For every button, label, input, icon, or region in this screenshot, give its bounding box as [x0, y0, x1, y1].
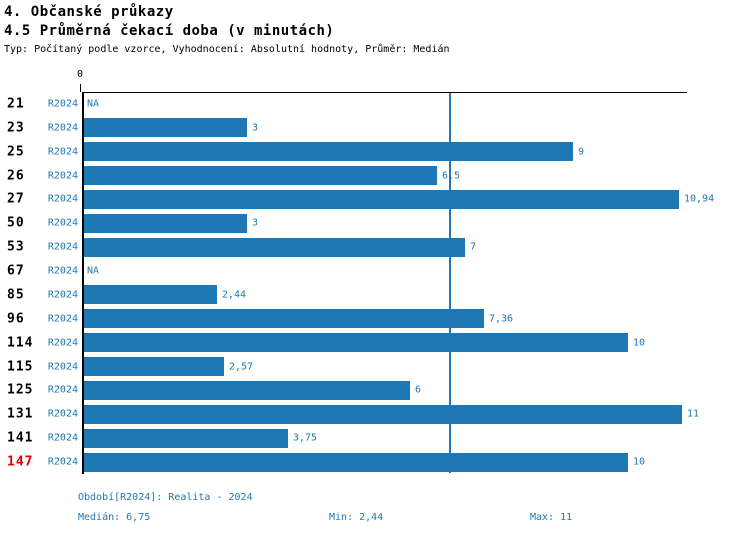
- chart-row: 147 R2024 10: [0, 450, 750, 474]
- series-label: R2024: [47, 146, 78, 158]
- page-title: 4. Občanské průkazy: [4, 4, 174, 20]
- series-label: R2024: [47, 122, 78, 134]
- series-label: R2024: [47, 170, 78, 182]
- series-label: R2024: [47, 241, 78, 253]
- chart-row: 115 R2024 2,57: [0, 355, 750, 379]
- chart-row: 27 R2024 10,94: [0, 188, 750, 212]
- bar: [84, 333, 628, 353]
- bar-value-label: 3,75: [293, 432, 318, 444]
- bar-value-label: 9: [578, 146, 585, 158]
- series-label: R2024: [47, 289, 78, 301]
- bar-value-label: 3: [252, 122, 259, 134]
- chart-row: 23 R2024 3: [0, 116, 750, 140]
- bar: [84, 309, 484, 329]
- chart-row: 50 R2024 3: [0, 211, 750, 235]
- na-value-label: NA: [87, 98, 100, 110]
- chart-row: 26 R2024 6,5: [0, 164, 750, 188]
- chart-row: 141 R2024 3,75: [0, 426, 750, 450]
- y-axis-line: [82, 92, 84, 474]
- category-label: 26: [7, 168, 25, 184]
- chart-row: 21 R2024 NA: [0, 92, 750, 116]
- footer-median-label: Medián: 6,75: [78, 512, 151, 523]
- chart-row: 25 R2024 9: [0, 140, 750, 164]
- series-label: R2024: [47, 313, 78, 325]
- bar: [84, 404, 682, 424]
- bar-value-label: 10: [633, 456, 646, 468]
- chart-row: 85 R2024 2,44: [0, 283, 750, 307]
- x-axis-zero-tick: [80, 84, 81, 92]
- category-label: 27: [7, 191, 25, 207]
- bar-value-label: 2,57: [229, 361, 254, 373]
- category-label: 115: [7, 359, 34, 375]
- category-label: 23: [7, 120, 25, 136]
- category-label: 147: [7, 454, 34, 470]
- series-label: R2024: [47, 456, 78, 468]
- category-label: 114: [7, 335, 34, 351]
- series-label: R2024: [47, 337, 78, 349]
- chart-row: 131 R2024 11: [0, 402, 750, 426]
- median-gridline: [449, 92, 451, 473]
- chart-meta: Typ: Počítaný podle vzorce, Vyhodnocení:…: [4, 44, 450, 55]
- bar-value-label: 10: [633, 337, 646, 349]
- chart-row: 67 R2024 NA: [0, 259, 750, 283]
- bar: [84, 452, 628, 472]
- bar: [84, 189, 679, 209]
- series-label: R2024: [47, 193, 78, 205]
- footer-period-label: Období[R2024]: Realita - 2024: [78, 492, 253, 503]
- bar-value-label: 11: [687, 408, 700, 420]
- bar: [84, 118, 247, 138]
- bar-value-label: 7,36: [489, 313, 514, 325]
- series-label: R2024: [47, 217, 78, 229]
- category-label: 96: [7, 311, 25, 327]
- category-label: 50: [7, 215, 25, 231]
- category-label: 125: [7, 382, 34, 398]
- chart-row: 96 R2024 7,36: [0, 307, 750, 331]
- bar-value-label: 3: [252, 217, 259, 229]
- series-label: R2024: [47, 361, 78, 373]
- bar: [84, 428, 288, 448]
- x-axis-zero-label: 0: [76, 69, 84, 80]
- chart-row: 125 R2024 6: [0, 379, 750, 403]
- bar: [84, 357, 224, 377]
- category-label: 141: [7, 430, 34, 446]
- category-label: 67: [7, 263, 25, 279]
- series-label: R2024: [47, 432, 78, 444]
- category-label: 25: [7, 144, 25, 160]
- footer-max-label: Max: 11: [530, 512, 573, 523]
- bar: [84, 285, 217, 305]
- series-label: R2024: [47, 98, 78, 110]
- na-value-label: NA: [87, 265, 100, 277]
- category-label: 21: [7, 96, 25, 112]
- chart-row: 114 R2024 10: [0, 331, 750, 355]
- series-label: R2024: [47, 408, 78, 420]
- bar: [84, 213, 247, 233]
- category-label: 85: [7, 287, 25, 303]
- chart-title: 4.5 Průměrná čekací doba (v minutách): [4, 23, 335, 39]
- bar-value-label: 7: [470, 241, 477, 253]
- bar-value-label: 10,94: [684, 193, 715, 205]
- chart-row: 53 R2024 7: [0, 235, 750, 259]
- x-axis-line: [83, 92, 687, 93]
- footer-min-label: Min: 2,44: [329, 512, 384, 523]
- series-label: R2024: [47, 384, 78, 396]
- category-label: 131: [7, 406, 34, 422]
- bar: [84, 142, 573, 162]
- bar-value-label: 2,44: [222, 289, 247, 301]
- bar-value-label: 6,5: [442, 170, 461, 182]
- series-label: R2024: [47, 265, 78, 277]
- bar: [84, 380, 410, 400]
- bar: [84, 237, 465, 257]
- bar: [84, 166, 437, 186]
- category-label: 53: [7, 239, 25, 255]
- bar-value-label: 6: [415, 384, 422, 396]
